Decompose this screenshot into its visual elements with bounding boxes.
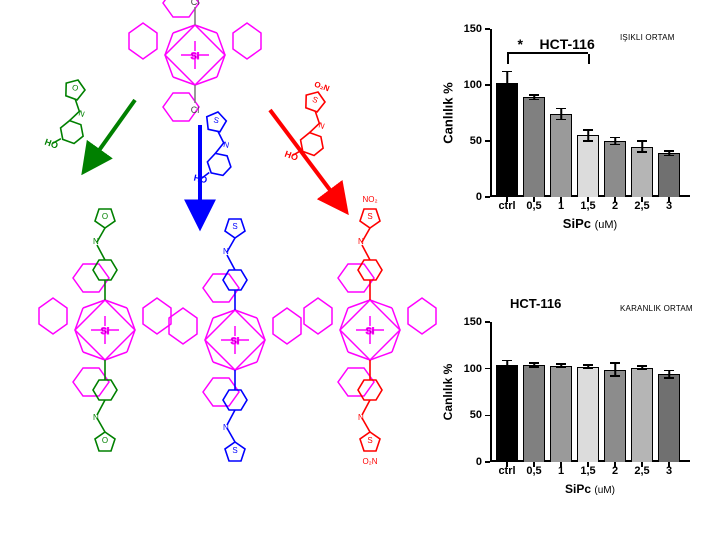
plot-area: 050100150ctrl0,511,522,53 bbox=[490, 322, 690, 462]
svg-text:O: O bbox=[102, 436, 108, 445]
chart-title: HCT-116 bbox=[540, 36, 595, 52]
x-axis-title: SiPc (uM) bbox=[563, 216, 617, 231]
condition-label: KARANLIK ORTAM bbox=[620, 304, 693, 313]
ytick-label: 50 bbox=[470, 135, 482, 147]
svg-text:O₂N: O₂N bbox=[362, 457, 377, 466]
bar-0,5 bbox=[523, 97, 545, 197]
svg-text:Cl: Cl bbox=[191, 0, 200, 7]
bar-1,5 bbox=[577, 367, 599, 462]
reaction-scheme-diagram: Si O N HO S N HO O₂N S N bbox=[0, 0, 440, 540]
x-axis-title: SiPc (uM) bbox=[565, 482, 615, 496]
ytick-label: 0 bbox=[476, 456, 482, 468]
svg-text:S: S bbox=[367, 212, 372, 221]
ytick-label: 100 bbox=[464, 79, 482, 91]
bar-2 bbox=[604, 370, 626, 462]
bar-ctrl bbox=[496, 365, 518, 462]
condition-label: IŞIKLI ORTAM bbox=[620, 33, 675, 42]
chart-title: HCT-116 bbox=[510, 296, 561, 311]
svg-text:S: S bbox=[232, 446, 237, 455]
svg-text:S: S bbox=[232, 222, 237, 231]
significance-star: * bbox=[518, 36, 523, 52]
bar-3 bbox=[658, 153, 680, 197]
product-red: N S NO₂ N S O₂N bbox=[304, 195, 436, 466]
y-axis-title: Canlılık % bbox=[441, 364, 455, 421]
ytick-label: 100 bbox=[464, 363, 482, 375]
ligand-green bbox=[43, 77, 100, 158]
y-axis-title: Canlılık % bbox=[441, 82, 456, 143]
bar-0,5 bbox=[523, 365, 545, 462]
chart-top: 050100150ctrl0,511,522,53 Canlılık % SiPc … bbox=[438, 5, 706, 235]
bar-3 bbox=[658, 374, 680, 462]
bar-2,5 bbox=[631, 368, 653, 462]
product-blue: N S N S bbox=[169, 219, 301, 461]
product-green: N O N O bbox=[39, 209, 171, 451]
bar-1 bbox=[550, 366, 572, 462]
arrow-red bbox=[270, 110, 345, 210]
svg-text:O: O bbox=[102, 212, 108, 221]
bar-1,5 bbox=[577, 135, 599, 197]
bar-1 bbox=[550, 114, 572, 197]
core-complex-top: Cl Cl bbox=[129, 0, 261, 121]
ytick-label: 0 bbox=[476, 191, 482, 203]
bar-ctrl bbox=[496, 83, 518, 197]
ligand-red bbox=[283, 78, 344, 170]
ytick-label: 150 bbox=[464, 316, 482, 328]
ytick-label: 50 bbox=[470, 409, 482, 421]
plot-area: 050100150ctrl0,511,522,53 bbox=[490, 29, 690, 197]
bar-2 bbox=[604, 141, 626, 197]
bar-2,5 bbox=[631, 147, 653, 197]
svg-text:Cl: Cl bbox=[191, 105, 200, 115]
arrow-green bbox=[85, 100, 135, 170]
chart-bottom: 050100150ctrl0,511,522,53 Canlılık % SiPc … bbox=[438, 290, 706, 500]
bars-group bbox=[496, 365, 680, 462]
svg-text:NO₂: NO₂ bbox=[362, 195, 377, 204]
svg-text:S: S bbox=[367, 436, 372, 445]
ytick-label: 150 bbox=[464, 23, 482, 35]
